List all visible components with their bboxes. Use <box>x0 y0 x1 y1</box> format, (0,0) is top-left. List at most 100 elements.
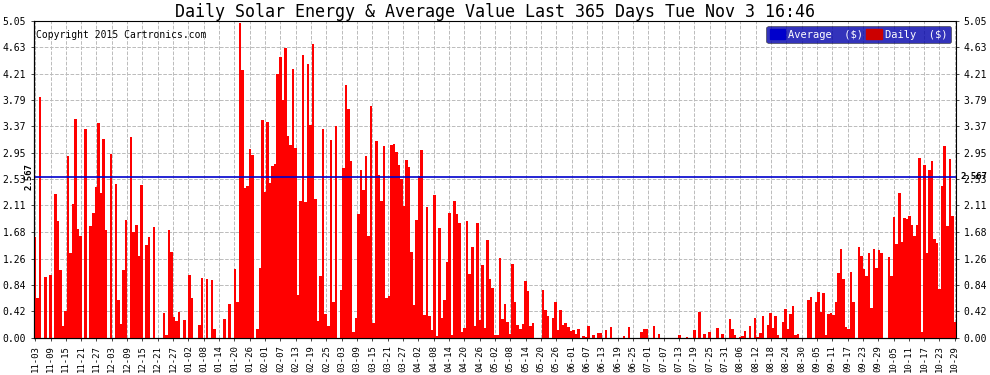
Bar <box>514 302 517 338</box>
Bar <box>921 332 924 338</box>
Bar <box>251 155 253 338</box>
Bar <box>347 110 349 338</box>
Bar <box>100 193 102 338</box>
Bar <box>587 326 590 338</box>
Bar <box>860 256 862 338</box>
Bar <box>92 213 95 338</box>
Bar <box>867 253 870 338</box>
Bar <box>213 329 216 338</box>
Bar <box>188 275 190 338</box>
Bar <box>787 328 789 338</box>
Bar <box>375 141 377 338</box>
Bar <box>84 129 87 338</box>
Text: 2.567: 2.567 <box>25 163 34 190</box>
Bar <box>569 331 572 338</box>
Bar <box>79 236 82 338</box>
Bar <box>315 199 317 338</box>
Bar <box>413 306 416 338</box>
Bar <box>463 328 466 338</box>
Bar <box>343 168 345 338</box>
Bar <box>444 300 446 338</box>
Bar <box>441 318 444 338</box>
Bar <box>645 328 647 338</box>
Bar <box>686 337 688 338</box>
Bar <box>224 319 226 338</box>
Bar <box>148 237 150 338</box>
Bar <box>304 202 307 338</box>
Bar <box>544 310 546 338</box>
Bar <box>411 252 413 338</box>
Bar <box>431 330 433 338</box>
Bar <box>105 230 107 338</box>
Bar <box>234 268 236 338</box>
Bar <box>771 328 774 338</box>
Bar <box>327 326 330 338</box>
Bar <box>382 146 385 338</box>
Bar <box>693 330 696 338</box>
Bar <box>529 326 532 338</box>
Bar <box>698 312 701 338</box>
Bar <box>258 268 261 338</box>
Bar <box>653 326 655 338</box>
Bar <box>716 328 719 338</box>
Bar <box>110 153 112 338</box>
Bar <box>774 316 777 338</box>
Bar <box>349 161 352 338</box>
Bar <box>759 333 761 338</box>
Bar <box>123 270 125 338</box>
Bar <box>574 334 577 338</box>
Bar <box>102 139 105 338</box>
Bar <box>198 325 201 338</box>
Bar <box>934 239 936 338</box>
Bar <box>274 164 276 338</box>
Bar <box>297 295 299 338</box>
Bar <box>709 332 711 338</box>
Bar <box>789 314 792 338</box>
Bar <box>908 216 911 338</box>
Bar <box>911 225 913 338</box>
Bar <box>542 290 545 338</box>
Bar <box>953 322 956 338</box>
Bar <box>906 219 908 338</box>
Bar <box>895 244 898 338</box>
Bar <box>380 201 382 338</box>
Bar <box>130 137 133 338</box>
Bar <box>239 22 242 338</box>
Bar <box>605 330 608 338</box>
Bar <box>178 312 180 338</box>
Bar <box>206 279 208 338</box>
Bar <box>929 171 931 338</box>
Bar <box>924 165 926 338</box>
Bar <box>354 318 357 338</box>
Bar <box>312 44 315 338</box>
Bar <box>748 326 751 338</box>
Bar <box>888 257 890 338</box>
Bar <box>244 188 247 338</box>
Bar <box>292 69 294 338</box>
Bar <box>170 252 173 338</box>
Bar <box>256 328 258 338</box>
Bar <box>782 322 784 338</box>
Bar <box>77 229 79 338</box>
Bar <box>512 264 514 338</box>
Bar <box>269 183 271 338</box>
Bar <box>302 55 304 338</box>
Bar <box>455 214 458 338</box>
Bar <box>89 226 92 338</box>
Bar <box>450 335 453 338</box>
Bar <box>582 336 585 338</box>
Bar <box>519 329 522 338</box>
Bar <box>286 136 289 338</box>
Bar <box>309 125 312 338</box>
Bar <box>317 321 320 338</box>
Bar <box>850 272 852 338</box>
Bar <box>345 84 347 338</box>
Bar <box>146 245 148 338</box>
Bar <box>600 333 602 338</box>
Bar <box>721 334 724 338</box>
Bar <box>162 313 165 338</box>
Bar <box>242 70 244 338</box>
Bar <box>875 268 878 338</box>
Bar <box>448 213 450 338</box>
Bar <box>64 311 66 338</box>
